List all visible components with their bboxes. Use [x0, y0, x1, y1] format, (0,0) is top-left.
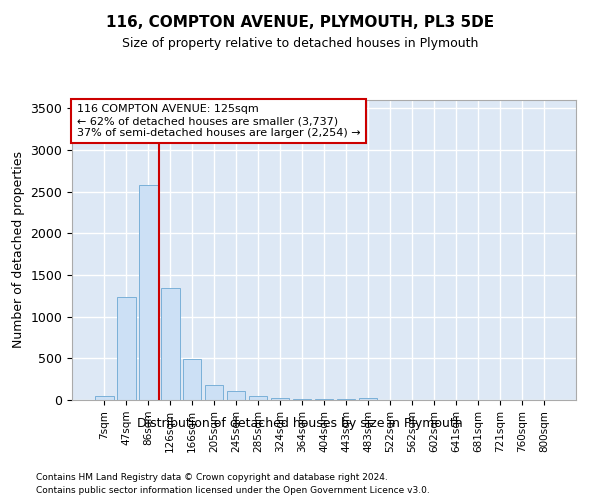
Bar	[227, 391, 245, 400]
Bar	[117, 296, 136, 400]
Bar	[205, 384, 223, 400]
Text: Contains public sector information licensed under the Open Government Licence v3: Contains public sector information licen…	[36, 486, 430, 495]
Text: Contains HM Land Registry data © Crown copyright and database right 2024.: Contains HM Land Registry data © Crown c…	[36, 472, 388, 482]
Bar	[293, 399, 311, 400]
Bar	[314, 399, 334, 400]
Bar	[161, 288, 179, 400]
Text: Size of property relative to detached houses in Plymouth: Size of property relative to detached ho…	[122, 38, 478, 51]
Text: 116, COMPTON AVENUE, PLYMOUTH, PL3 5DE: 116, COMPTON AVENUE, PLYMOUTH, PL3 5DE	[106, 15, 494, 30]
Bar	[95, 396, 113, 400]
Text: Distribution of detached houses by size in Plymouth: Distribution of detached houses by size …	[137, 418, 463, 430]
Y-axis label: Number of detached properties: Number of detached properties	[12, 152, 25, 348]
Text: 116 COMPTON AVENUE: 125sqm
← 62% of detached houses are smaller (3,737)
37% of s: 116 COMPTON AVENUE: 125sqm ← 62% of deta…	[77, 104, 361, 138]
Bar	[183, 359, 202, 400]
Bar	[139, 185, 158, 400]
Bar	[271, 398, 289, 400]
Bar	[337, 399, 355, 400]
Bar	[359, 398, 377, 400]
Bar	[249, 396, 268, 400]
